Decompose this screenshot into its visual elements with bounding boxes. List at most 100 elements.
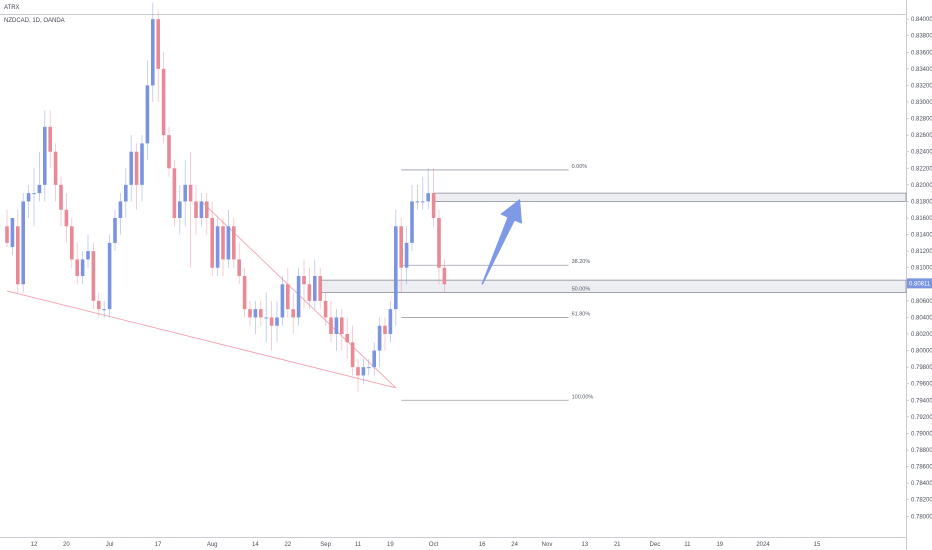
fib-label-0: 0.00% — [572, 164, 588, 170]
candle-body-27 — [151, 19, 155, 86]
price-tick-label-3: 0.78600 — [911, 465, 932, 471]
price-tick-label-0: 0.78000 — [911, 514, 932, 520]
candle-body-52 — [286, 284, 290, 310]
price-tick-label-17: 0.81400 — [911, 233, 932, 239]
price-tick-label-21: 0.82200 — [911, 166, 932, 172]
time-tick-label-1: 20 — [63, 542, 70, 548]
time-tick-label-7: Sep — [320, 542, 331, 548]
candle-body-65 — [356, 367, 360, 376]
fib-label-1: 38.20% — [572, 259, 591, 265]
candle-body-10 — [59, 184, 63, 210]
candle-body-60 — [329, 317, 333, 334]
candle-body-2 — [16, 226, 20, 285]
candle-body-36 — [199, 201, 204, 218]
candle-body-74 — [404, 242, 409, 268]
candle-body-37 — [205, 201, 209, 218]
candle-body-13 — [75, 259, 79, 276]
candle-body-76 — [415, 201, 420, 203]
candle-body-33 — [183, 184, 187, 202]
price-tick-label-23: 0.82600 — [911, 133, 932, 139]
time-tick-label-18: 19 — [716, 542, 723, 548]
candle-body-12 — [70, 226, 74, 260]
time-tick-label-12: 24 — [511, 542, 518, 548]
candle-body-79 — [431, 193, 436, 218]
price-tick-label-13: 0.80600 — [911, 299, 932, 305]
candle-body-45 — [248, 309, 252, 318]
fib-label-3: 61.80% — [572, 311, 591, 317]
candle-body-25 — [140, 143, 144, 185]
candle-body-50 — [275, 317, 279, 326]
candle-body-1 — [10, 218, 15, 247]
candle-body-39 — [215, 226, 220, 268]
price-tick-label-5: 0.79000 — [911, 431, 932, 437]
candle-body-54 — [296, 276, 301, 318]
candle-body-63 — [345, 334, 349, 343]
time-tick-label-11: 16 — [479, 542, 486, 548]
candle-body-28 — [156, 19, 160, 69]
price-tick-label-29: 0.83800 — [911, 34, 932, 40]
candle-body-29 — [161, 68, 166, 136]
price-tick-label-18: 0.81600 — [911, 216, 932, 222]
candle-body-9 — [53, 151, 58, 185]
price-tick-label-7: 0.79400 — [911, 398, 932, 404]
candle-body-70 — [383, 325, 387, 334]
time-axis[interactable]: 12 20 Jul 17 Aug 14 22 Sep 11 19 Oct 16 24 Nov 13 21 Dec… — [31, 542, 821, 548]
symbol-title: NZDCAD, 1D, OANDA — [4, 18, 65, 24]
candle-body-0 — [5, 226, 9, 243]
candle-body-53 — [291, 309, 295, 318]
candle-body-34 — [188, 184, 193, 202]
candle-body-38 — [210, 218, 214, 268]
candle-body-78 — [426, 193, 430, 202]
price-axis[interactable]: 0.78000 0.78200 0.78400 0.78600 0.78800 0.790… — [906, 17, 932, 520]
price-tick-label-22: 0.82400 — [911, 150, 932, 156]
candle-body-5 — [32, 193, 36, 195]
time-tick-label-8: 11 — [355, 542, 362, 548]
candle-body-73 — [399, 226, 403, 268]
time-tick-label-5: 14 — [252, 542, 259, 548]
candle-body-21 — [118, 201, 123, 218]
candle-body-57 — [313, 276, 317, 301]
time-tick-label-14: 13 — [581, 542, 588, 548]
price-tick-label-16: 0.81200 — [911, 249, 932, 255]
fib-label-4: 100.00% — [572, 394, 594, 400]
price-tick-label-8: 0.79600 — [911, 382, 932, 388]
time-tick-label-13: Nov — [542, 542, 553, 548]
projection-arrow — [481, 198, 523, 285]
price-tick-label-1: 0.78200 — [911, 498, 932, 504]
candle-body-41 — [226, 226, 231, 260]
candle-body-32 — [178, 201, 182, 218]
candle-body-26 — [145, 85, 150, 144]
price-tick-label-27: 0.83400 — [911, 67, 932, 73]
price-tick-label-28: 0.83600 — [911, 50, 932, 56]
candlestick-series — [5, 2, 447, 392]
price-tick-label-26: 0.83200 — [911, 83, 932, 89]
candle-body-77 — [421, 201, 425, 203]
time-tick-label-17: 11 — [684, 542, 691, 548]
candle-body-7 — [43, 126, 47, 185]
candle-body-67 — [367, 367, 371, 369]
candle-body-3 — [21, 201, 25, 285]
candle-body-69 — [377, 325, 382, 351]
candle-body-56 — [307, 284, 312, 301]
price-tick-label-12: 0.80400 — [911, 315, 932, 321]
price-tick-label-30: 0.84000 — [911, 17, 932, 23]
candle-body-61 — [334, 317, 339, 334]
current-price-tag-label: 0.80811 — [909, 281, 931, 287]
watermark-text: ATRX — [4, 5, 20, 11]
candle-body-68 — [372, 350, 376, 368]
candle-body-80 — [437, 218, 441, 268]
price-tick-label-11: 0.80200 — [911, 332, 932, 338]
candle-body-48 — [264, 317, 268, 319]
candle-body-51 — [280, 284, 285, 318]
candle-body-66 — [361, 367, 366, 376]
time-tick-label-2: Jul — [106, 542, 114, 548]
price-tick-label-10: 0.80000 — [911, 349, 932, 355]
candle-body-6 — [37, 184, 42, 194]
time-tick-label-6: 22 — [284, 542, 291, 548]
candle-body-59 — [323, 300, 328, 318]
candle-body-15 — [86, 251, 90, 260]
candle-body-58 — [318, 276, 322, 301]
candle-body-23 — [129, 151, 133, 185]
